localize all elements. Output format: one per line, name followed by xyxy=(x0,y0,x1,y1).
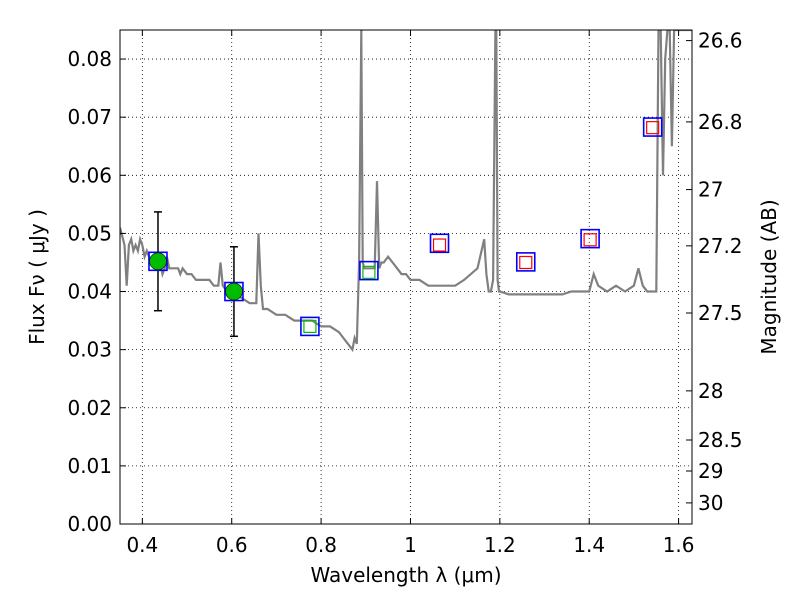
x-tick-label: 1.4 xyxy=(573,533,605,557)
model-spectrum xyxy=(120,30,692,353)
y2-tick-label: 30 xyxy=(698,491,723,515)
model-photometry-square xyxy=(300,316,320,337)
upper-limit-square xyxy=(646,121,660,135)
y2-axis-label: Magnitude (AB) xyxy=(757,199,781,354)
y-tick-label: 0.06 xyxy=(67,163,112,187)
y2-tick-label: 26.6 xyxy=(698,29,743,53)
y-tick-label: 0.08 xyxy=(67,47,112,71)
grid-lines xyxy=(120,30,692,525)
y-axis-label: Flux Fν ( μJy ) xyxy=(25,209,49,345)
y2-tick-label: 27 xyxy=(698,178,723,202)
y-tick-label: 0.03 xyxy=(67,338,112,362)
model-photometry-square xyxy=(642,117,663,137)
y2-tick-label: 26.8 xyxy=(698,110,743,134)
x-axis-label: Wavelength λ (μm) xyxy=(310,563,501,587)
y2-tick-label: 27.5 xyxy=(698,301,743,325)
upper-limit-square xyxy=(583,233,597,247)
x-tick-label: 0.4 xyxy=(126,533,158,557)
y2-tick-label: 28 xyxy=(698,379,723,403)
y-tick-label: 0.07 xyxy=(67,105,112,129)
y-tick-label: 0.05 xyxy=(67,221,112,245)
detection-open-square xyxy=(362,265,376,279)
spectrum-line xyxy=(120,30,692,353)
model-photometry-square xyxy=(580,228,600,249)
x-tick-label: 0.6 xyxy=(216,533,248,557)
axis-ticks: 0.4 0.6 0.8 1 1.2 1.4 1.6 0.00 0.01 0.02 0.03 0.04 0… xyxy=(67,29,742,557)
y-tick-label: 0.02 xyxy=(67,396,112,420)
model-photometry-square xyxy=(148,251,168,272)
photometry-points xyxy=(148,117,663,338)
x-tick-label: 0.8 xyxy=(305,533,337,557)
model-photometry-square xyxy=(515,252,536,272)
observed-flux-point xyxy=(149,252,167,271)
y2-tick-label: 27.2 xyxy=(698,234,743,258)
detection-open-square xyxy=(303,319,317,333)
y-tick-label: 0.00 xyxy=(67,512,112,536)
plot-frame xyxy=(119,29,693,525)
y-tick-label: 0.01 xyxy=(67,454,112,478)
y-tick-label: 0.04 xyxy=(67,280,112,304)
upper-limit-square xyxy=(519,255,533,270)
model-photometry-square xyxy=(429,233,450,254)
x-tick-label: 1.6 xyxy=(663,533,695,557)
x-tick-label: 1 xyxy=(404,533,417,557)
model-photometry-square xyxy=(224,281,244,302)
x-tick-label: 1.2 xyxy=(484,533,516,557)
y2-tick-label: 29 xyxy=(698,459,723,483)
model-photometry-square xyxy=(359,260,379,281)
y2-tick-label: 28.5 xyxy=(698,428,743,452)
upper-limit-square xyxy=(432,238,447,252)
observed-flux-point xyxy=(225,282,243,301)
